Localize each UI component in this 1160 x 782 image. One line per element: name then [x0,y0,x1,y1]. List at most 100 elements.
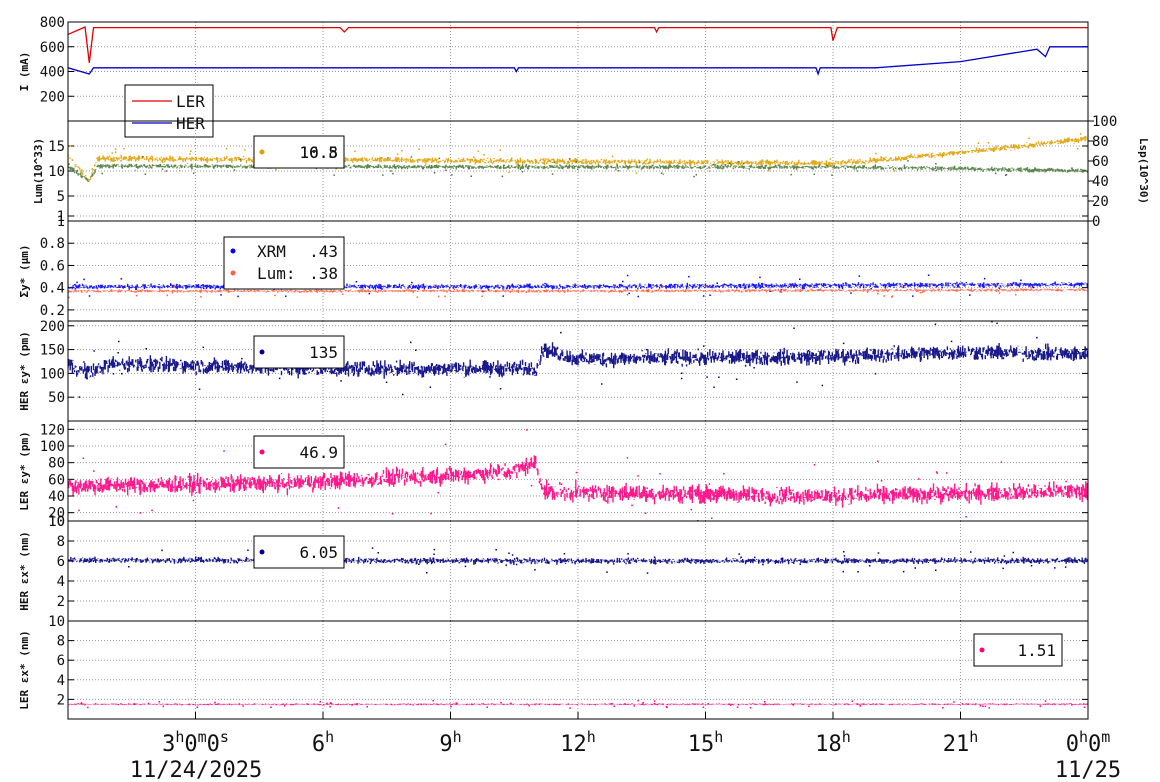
x-tick-sup: h [1079,728,1088,746]
y-tick-label: 100 [40,439,65,455]
x-tick-main: 12 [560,732,587,757]
y-right-tick-label: 80 [1092,134,1109,150]
panel-3: 0.2 0.4 0.6 0.8 1 Σy* (μm) XRM .43 Lum: .38 [18,214,1089,322]
legend: 1.51 [973,633,1063,667]
y-axis-label: I (mA) [18,52,31,92]
series-ler [68,26,1088,63]
legend-marker [259,449,265,455]
x-tick-sup: m [1101,728,1110,746]
x-tick-label: 0h0m [1066,728,1111,757]
y-tick-label: 0.2 [40,303,65,319]
x-tick-main: 21 [943,732,970,757]
y-tick-label: 1 [57,214,65,230]
legend-marker [259,149,265,155]
legend: 10.516.8 [253,135,345,169]
legend-value: 10.5 [299,143,338,162]
y-tick-label: 120 [40,422,65,438]
y-tick-label: 80 [48,456,65,472]
x-tick-label: 3h0m0s [162,728,229,757]
panel-6: 2 4 6 8 10 HER εx* (nm) 6.05 [18,514,1089,622]
x-tick-main: 0 [1066,732,1079,757]
series-her [68,46,1088,77]
y-tick-label: 2 [57,594,65,610]
x-tick-main: 15 [688,732,715,757]
legend: 46.9 [253,435,345,469]
y-axis-label: Σy* (μm) [18,245,31,298]
y-tick-label: 0.4 [40,281,65,297]
legend-box [124,84,214,138]
panel-7: 2 4 6 8 10 LER εx* (nm) 1.51 [18,614,1089,720]
panel-4: 50 100 150 200 HER εy* (pm) 135 [18,319,1089,422]
y-tick-label: 1 [57,209,65,225]
y-right-tick-label: 100 [1092,114,1117,130]
legend-value: 6.05 [299,543,338,562]
x-tick-sup: h [325,728,334,746]
y-axis-label: LER εx* (nm) [18,630,31,709]
x-tick-label: 9h [439,728,461,757]
y-tick-label: 600 [40,40,65,56]
x-tick-sup: h [453,728,462,746]
y-tick-label: 6 [57,653,65,669]
legend-box [973,633,1063,667]
y-tick-label: 400 [40,65,65,81]
y-tick-label: 8 [57,534,65,550]
y-tick-label: 200 [40,89,65,105]
y-tick-label: 40 [48,489,65,505]
x-tick-main: 6 [312,732,325,757]
y-right-tick-label: 40 [1092,174,1109,190]
x-tick-main: 9 [439,732,452,757]
legend-box [223,236,345,290]
x-tick-label: 21h [943,728,979,757]
legend-marker [979,647,985,653]
x-tick-sup: h [969,728,978,746]
y-tick-label: 8 [57,634,65,650]
x-end-date: 11/25 [1055,758,1121,782]
legend-label: XRM [257,242,286,261]
x-tick-label: 18h [815,728,851,757]
series-outliers [80,699,1086,709]
legend-label: LER [176,92,205,111]
y-right-tick-label: 0 [1092,214,1100,230]
x-tick-sup: h [587,728,596,746]
y-tick-label: 50 [48,390,65,406]
series-group [68,699,1088,709]
y-right-tick-label: 20 [1092,194,1109,210]
legend: LER HER [124,84,214,138]
x-tick-main: 0 [1088,732,1101,757]
x-tick-main: 3 [162,732,175,757]
legend-value: 1.51 [1017,641,1056,660]
legend-value: .43 [309,242,338,261]
y-tick-label: 10 [48,514,65,530]
y-axis-label: Lum(10^33) [32,138,45,204]
x-tick-label: 15h [688,728,724,757]
x-tick-sup: h [175,728,184,746]
legend: 135 [253,335,345,369]
series-lum [68,288,1088,294]
y-tick-label: 150 [40,343,65,359]
panel-1: 200 400 600 800 I (mA) LER HER [18,15,1089,138]
y-tick-label: 4 [57,673,65,689]
x-start-date: 11/24/2025 [130,758,262,782]
y-axis-label: LER εy* (pm) [18,431,31,510]
x-tick-label: 12h [560,728,596,757]
legend-marker [230,248,236,254]
y-tick-label: 5 [57,189,65,205]
x-tick-sup: s [220,728,229,746]
legend: 6.05 [253,535,345,569]
y-tick-label: 6 [57,554,65,570]
y-tick-label: 0.8 [40,236,65,252]
legend-value: .38 [309,264,338,283]
legend-box [253,135,345,169]
x-tick-sup: m [198,728,207,746]
series-outliers [68,282,1057,299]
y-right-tick-label: 60 [1092,154,1109,170]
legend-box [253,435,345,469]
series-outliers [68,155,1073,178]
legend-box [253,335,345,369]
series-her εy* [68,342,1088,380]
legend-value: 16.8 [299,143,338,162]
series-group [68,26,1088,77]
